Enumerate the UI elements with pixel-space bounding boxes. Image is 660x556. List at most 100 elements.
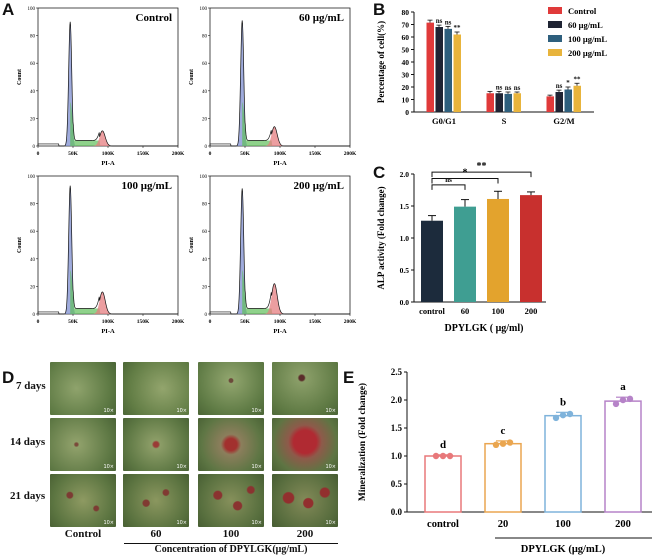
y-tick-label: 80 — [402, 8, 410, 17]
y-tick-label: 2.0 — [391, 395, 403, 405]
significance-letter: c — [501, 425, 506, 437]
g2-peak-fill — [92, 291, 115, 314]
bracket-label: ns — [445, 176, 452, 184]
histogram-outline — [209, 188, 350, 315]
bar-S-2 — [504, 93, 512, 112]
histogram-title: 200 μg/mL — [293, 180, 344, 192]
significance-label: ns — [445, 18, 452, 26]
significance-label: ns — [556, 82, 563, 90]
histogram-1: 0 20 40 60 80 100 0 50K 100K 150K 200K PI-A Count 60 … — [189, 7, 357, 167]
bar-S-3 — [513, 93, 521, 112]
bar-20 — [484, 442, 522, 513]
bracket-label: * — [463, 167, 468, 178]
y-tick-label: 0 — [405, 108, 409, 117]
panel-c-plot: 0.0 0.5 1.0 1.5 2.0 ALP activity (Fold change… — [376, 162, 546, 334]
magnification-label: 10× — [325, 520, 336, 526]
x-tick-label: 50K — [240, 151, 251, 157]
g2-peak-fill — [264, 126, 287, 146]
x-tick-label: 150K — [137, 151, 150, 157]
significance-label: ns — [514, 84, 521, 92]
bar-G2/M-0 — [546, 96, 554, 112]
x-tick-label: 200K — [172, 319, 185, 325]
bar-G0/G1-0 — [426, 22, 434, 112]
histogram-outline — [209, 20, 350, 147]
histogram-title: 100 μg/mL — [121, 180, 172, 192]
y-axis-title: Mineralization (Fold change) — [357, 383, 368, 501]
histogram-outline — [37, 185, 178, 315]
y-tick-label: 2.5 — [391, 367, 403, 377]
histogram-2: 0 20 40 60 80 100 0 50K 100K 150K 200K PI-A Count 100… — [17, 175, 185, 335]
data-point — [499, 440, 507, 447]
histogram-frame — [37, 7, 179, 147]
x-axis-label: PI-A — [101, 328, 115, 335]
x-tick-label: 100K — [274, 319, 287, 325]
y-tick-label: 100 — [28, 7, 36, 12]
panel-d-staining-grid: 7 days 14 days 21 days 10× 10× 10× 10× 1… — [0, 362, 345, 556]
x-tick-label: 0 — [37, 151, 40, 157]
category-label: control — [419, 306, 445, 316]
y-tick-label: 70 — [402, 21, 410, 30]
photo-14d-control: 10× — [50, 418, 116, 471]
y-tick-label: 1.0 — [391, 451, 403, 461]
y-tick-label: 80 — [30, 203, 36, 208]
significance-letter: d — [440, 439, 446, 451]
magnification-label: 10× — [103, 408, 114, 414]
row-label-21-days: 21 days — [10, 490, 46, 502]
bar-200 — [604, 400, 642, 513]
panel-a-histograms: 0 20 40 60 80 100 0 50K 100K 150K 200K PI-A Count Con… — [17, 7, 357, 335]
panel-letter-e: E — [343, 368, 355, 387]
magnification-label: 10× — [325, 408, 336, 414]
x-axis-title: DPYLGK (μg/mL) — [521, 544, 606, 555]
category-label: 200 — [615, 519, 631, 530]
data-point — [446, 452, 454, 460]
y-tick-label: 10 — [402, 96, 410, 105]
bar-G0/G1-2 — [444, 28, 452, 112]
x-tick-label: 50K — [68, 151, 79, 157]
row-label-14-days: 14 days — [10, 436, 46, 448]
panel-e-plot: 0.0 0.5 1.0 1.5 2.0 2.5 Mineralization (Fold c… — [357, 367, 652, 555]
category-label: 100 — [555, 519, 571, 530]
y-tick-label: 40 — [202, 258, 208, 263]
photo-14d-60: 10× — [123, 418, 189, 471]
y-tick-label: 20 — [30, 117, 36, 122]
data-point — [439, 452, 447, 460]
significance-bracket — [431, 171, 532, 178]
panel-b-cell-cycle-chart: 0 10 20 30 40 50 60 70 80 Percentage of cell(%) ns… — [376, 6, 607, 126]
data-point — [612, 400, 620, 408]
photo-21d-200: 10× — [272, 474, 338, 527]
y-axis-label: Count — [17, 237, 23, 253]
photo-7d-100: 10× — [198, 362, 264, 415]
bar-100 — [544, 414, 582, 513]
histogram-outline — [37, 21, 178, 147]
data-point — [566, 410, 574, 418]
y-axis-label: Count — [189, 69, 195, 85]
col-label-60: 60 — [150, 528, 162, 540]
y-tick-label: 60 — [202, 62, 208, 67]
y-tick-label: 80 — [30, 35, 36, 40]
bar-G2/M-3 — [573, 85, 581, 112]
y-tick-label: 0 — [33, 313, 36, 318]
x-tick-label: 0 — [209, 151, 212, 157]
y-tick-label: 80 — [202, 35, 208, 40]
y-tick-label: 60 — [402, 33, 410, 42]
magnification-label: 10× — [251, 520, 262, 526]
significance-label: * — [566, 79, 570, 87]
histogram-title: Control — [136, 12, 172, 24]
bar-200 — [520, 195, 542, 302]
legend-label-3: 200 μg/mL — [568, 48, 607, 58]
y-tick-label: 20 — [202, 285, 208, 290]
y-tick-label: 100 — [200, 7, 208, 12]
g1-peak-fill — [62, 21, 79, 146]
y-tick-label: 0 — [205, 313, 208, 318]
data-point — [619, 396, 627, 404]
panel-c-alp-chart: 0.0 0.5 1.0 1.5 2.0 ALP activity (Fold change… — [376, 162, 546, 334]
bar-G2/M-1 — [555, 92, 563, 112]
significance-bracket — [431, 177, 499, 184]
legend-swatch-0 — [548, 7, 562, 14]
category-label: S — [502, 116, 507, 126]
panel-letter-d: D — [2, 368, 15, 387]
y-tick-label: 30 — [402, 71, 410, 80]
y-tick-label: 0 — [205, 145, 208, 150]
g1-peak-fill — [234, 20, 251, 147]
legend-swatch-3 — [548, 49, 562, 56]
